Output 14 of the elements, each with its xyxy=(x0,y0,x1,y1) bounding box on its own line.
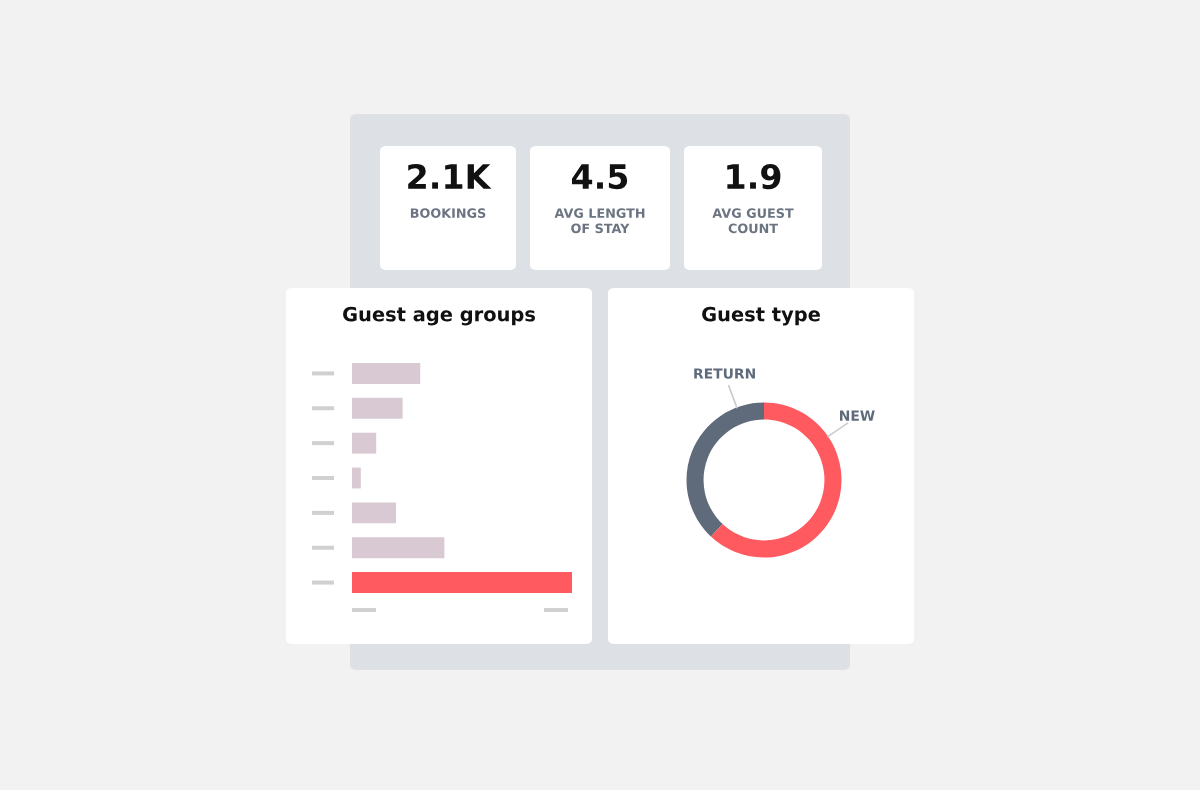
text: 4.5 xyxy=(571,164,628,190)
bar xyxy=(352,502,396,524)
text: 2.1K xyxy=(408,163,492,189)
chart-title: Guest age groups xyxy=(343,306,535,326)
chart-title: Guest type xyxy=(702,306,820,326)
bar xyxy=(352,397,403,419)
text: 1.9 xyxy=(727,163,781,190)
donut-slice xyxy=(710,402,842,558)
donut-slice xyxy=(686,402,764,537)
bar xyxy=(352,467,361,489)
bar xyxy=(352,572,572,594)
bar xyxy=(352,362,421,384)
bar xyxy=(352,432,377,454)
bar xyxy=(352,537,445,559)
